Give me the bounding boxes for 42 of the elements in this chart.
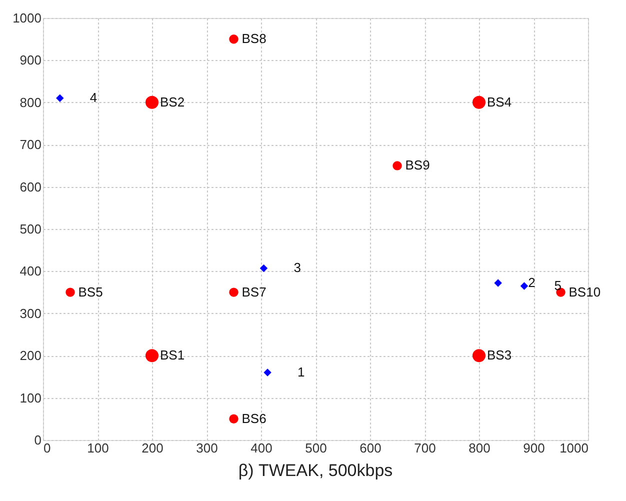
x-tick-label: 700 [414,440,436,456]
point [56,94,64,102]
annotation: BS4 [487,94,512,110]
x-tick-label: 900 [523,440,545,456]
x-tick-label: 600 [360,440,382,456]
annotation: 1 [298,364,305,380]
point [494,279,502,287]
point [520,282,528,290]
annotation: 2 [528,275,536,290]
point [260,264,268,272]
y-tick-label: 100 [20,390,42,406]
annotation: BS10 [568,284,601,300]
x-tick-label: 400 [250,440,272,456]
x-tick-label: 500 [305,440,327,456]
y-tick-label: 1000 [12,10,42,26]
annotation: 3 [294,260,301,276]
x-tick-label: 100 [87,440,109,456]
text: β) TWEAK, 500kbps [238,461,393,480]
annotation: 4 [90,90,98,106]
x-tick-label: 800 [468,440,490,456]
annotation: 5 [554,278,562,293]
annotation: BS8 [242,31,266,46]
x-tick-label: 200 [142,440,164,456]
annotation: BS5 [78,284,103,300]
annotation: BS6 [242,410,266,426]
annotation: BS1 [160,348,185,363]
y-tick-label: 700 [20,137,42,152]
annotation: BS9 [405,158,430,173]
x-tick-label: 1000 [560,440,588,456]
x-tick-label: 300 [196,440,218,456]
annotation: BS3 [487,348,512,363]
y-tick-label: 500 [20,222,42,236]
y-tick-label: 200 [20,348,42,364]
y-tick-label: 400 [20,264,42,279]
y-tick-label: 600 [20,179,42,194]
y-tick-label: 800 [20,94,42,110]
annotation: BS2 [160,94,185,110]
y-tick-label: 300 [20,306,42,321]
annotation: BS7 [242,284,266,300]
point [264,368,272,376]
y-tick-label: 900 [20,52,42,68]
x-tick-label: 0 [44,440,51,456]
